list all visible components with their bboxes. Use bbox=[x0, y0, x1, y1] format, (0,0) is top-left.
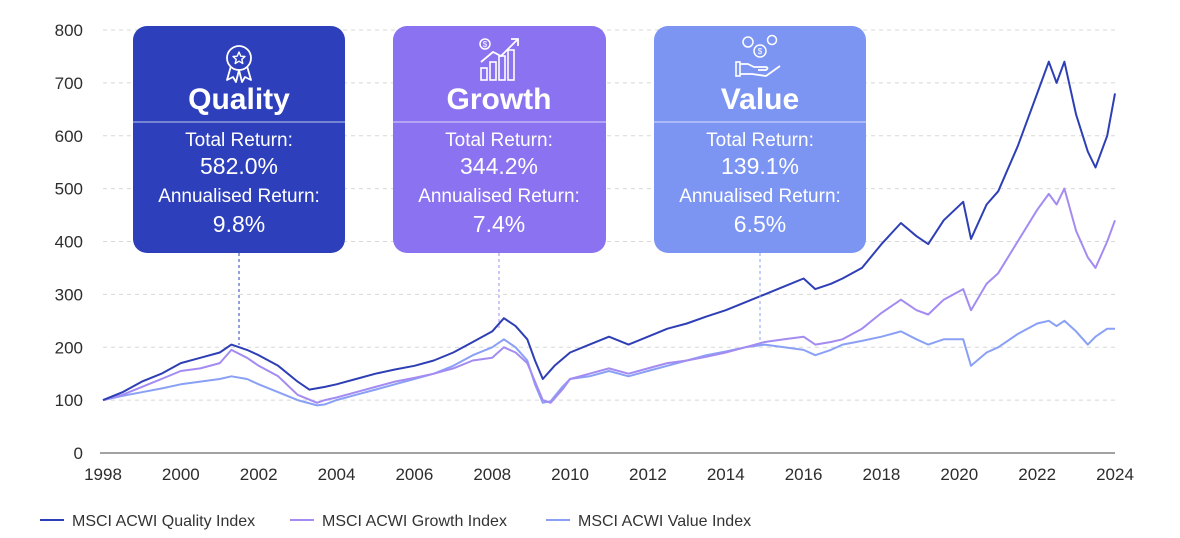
legend-label-value: MSCI ACWI Value Index bbox=[578, 513, 751, 530]
y-tick-label: 800 bbox=[55, 21, 83, 40]
card-value-value-annual: 6.5% bbox=[734, 211, 786, 237]
card-growth: $ Growth Total Return: 344.2% Annualised… bbox=[393, 26, 606, 253]
card-growth-bg bbox=[393, 26, 606, 253]
y-tick-label: 200 bbox=[55, 338, 83, 357]
x-tick-label: 2012 bbox=[629, 465, 667, 484]
y-tick-label: 400 bbox=[55, 233, 83, 252]
legend-item-value: MSCI ACWI Value Index bbox=[546, 513, 751, 530]
series-line-growth bbox=[102, 187, 1116, 404]
legend-label-growth: MSCI ACWI Growth Index bbox=[322, 513, 507, 530]
card-growth-title: Growth bbox=[447, 83, 552, 116]
award-ribbon-icon bbox=[226, 45, 252, 83]
x-tick-label: 2014 bbox=[707, 465, 745, 484]
x-tick-label: 2022 bbox=[1018, 465, 1056, 484]
series-lines bbox=[102, 60, 1116, 407]
card-value-bg bbox=[654, 26, 866, 253]
x-tick-label: 2006 bbox=[395, 465, 433, 484]
x-tick-label: 2002 bbox=[240, 465, 278, 484]
growth-bar-chart-icon: $ bbox=[479, 38, 519, 81]
x-tick-label: 2016 bbox=[785, 465, 823, 484]
card-quality-bg bbox=[133, 26, 345, 253]
card-growth-label-total: Total Return: bbox=[445, 130, 553, 151]
card-quality-label-annual: Annualised Return: bbox=[158, 186, 320, 207]
y-tick-label: 500 bbox=[55, 180, 83, 199]
legend-item-quality: MSCI ACWI Quality Index bbox=[40, 513, 255, 530]
x-tick-label: 2000 bbox=[162, 465, 200, 484]
x-tick-label: 2024 bbox=[1096, 465, 1134, 484]
card-quality-value-annual: 9.8% bbox=[213, 211, 265, 237]
card-value-label-total: Total Return: bbox=[706, 130, 814, 151]
card-connectors bbox=[238, 253, 761, 345]
card-growth-label-annual: Annualised Return: bbox=[418, 186, 580, 207]
card-quality-label-total: Total Return: bbox=[185, 130, 293, 151]
y-tick-label: 100 bbox=[55, 391, 83, 410]
y-tick-label: 0 bbox=[74, 444, 83, 463]
x-tick-label: 2010 bbox=[551, 465, 589, 484]
y-tick-label: 300 bbox=[55, 285, 83, 304]
legend-item-growth: MSCI ACWI Growth Index bbox=[290, 513, 507, 530]
x-tick-label: 1998 bbox=[84, 465, 122, 484]
x-tick-label: 2018 bbox=[863, 465, 901, 484]
svg-text:$: $ bbox=[483, 40, 488, 49]
y-tick-label: 700 bbox=[55, 74, 83, 93]
legend: MSCI ACWI Quality Index MSCI ACWI Growth… bbox=[40, 513, 751, 530]
card-value: $ Value Total Return: 139.1% Annualised … bbox=[654, 26, 866, 253]
card-quality-title: Quality bbox=[188, 83, 290, 116]
card-growth-value-annual: 7.4% bbox=[473, 211, 525, 237]
card-value-title: Value bbox=[721, 83, 799, 116]
svg-text:$: $ bbox=[758, 47, 763, 56]
x-tick-label: 2020 bbox=[940, 465, 978, 484]
card-quality: Quality Total Return: 582.0% Annualised … bbox=[133, 26, 345, 253]
money-hand-icon: $ bbox=[735, 34, 781, 77]
x-tick-label: 2004 bbox=[318, 465, 356, 484]
card-value-label-annual: Annualised Return: bbox=[679, 186, 841, 207]
series-line-value bbox=[102, 319, 1115, 407]
x-tick-label: 2008 bbox=[473, 465, 511, 484]
x-axis-tick-labels: 1998 2000 2002 2004 2006 2008 2010 2012 2014 2016… bbox=[84, 465, 1134, 484]
y-axis-tick-labels: 0 100 200 300 400 500 600 700 800 bbox=[55, 21, 83, 463]
y-tick-label: 600 bbox=[55, 127, 83, 146]
legend-label-quality: MSCI ACWI Quality Index bbox=[72, 513, 255, 530]
card-value-value-total: 139.1% bbox=[721, 153, 799, 179]
card-growth-value-total: 344.2% bbox=[460, 153, 538, 179]
series-line-quality bbox=[102, 60, 1116, 402]
card-quality-value-total: 582.0% bbox=[200, 153, 278, 179]
